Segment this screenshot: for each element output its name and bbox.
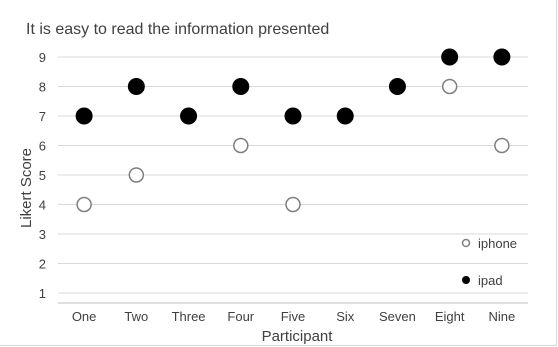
marker-ipad-two: [127, 78, 145, 95]
y-axis-label: Likert Score: [18, 148, 35, 228]
y-tick-label: 1: [39, 286, 46, 301]
legend-marker-iphone: [461, 238, 471, 248]
y-tick-label: 6: [39, 139, 46, 154]
legend: iphone ipad: [461, 236, 517, 288]
x-tick-label: Three: [172, 309, 206, 324]
y-tick-label: 4: [39, 198, 46, 213]
marker-iphone-nine: [494, 137, 510, 154]
marker-ipad-nine: [493, 48, 511, 66]
legend-label-iphone: iphone: [478, 236, 517, 251]
x-tick-label: Eight: [435, 309, 465, 324]
x-tick-label: Seven: [379, 309, 416, 324]
x-tick-label: One: [72, 309, 97, 324]
x-axis-ticks: One Two Three Four Five Six Seven Eight Nine: [72, 309, 515, 324]
y-axis-ticks: 1 2 3 4 5 6 7 8 9: [39, 50, 46, 301]
x-tick-label: Six: [336, 309, 355, 324]
x-tick-label: Four: [227, 309, 254, 324]
marker-ipad-one: [75, 107, 93, 125]
marker-iphone-four: [233, 137, 249, 154]
marker-iphone-one: [76, 196, 92, 213]
chart-title: It is easy to read the information prese…: [26, 21, 329, 38]
marker-iphone-two: [128, 167, 145, 183]
marker-ipad-eight: [441, 48, 459, 66]
y-tick-label: 3: [39, 227, 46, 242]
y-tick-label: 2: [39, 257, 46, 272]
marker-ipad-four: [232, 78, 250, 95]
marker-ipad-seven: [388, 78, 406, 95]
y-tick-label: 5: [39, 168, 46, 183]
marker-ipad-six: [336, 107, 354, 125]
marker-iphone-five: [285, 196, 301, 213]
data-markers: [75, 48, 511, 213]
x-axis-label: Participant: [262, 328, 334, 345]
legend-marker-ipad: [462, 276, 470, 284]
x-tick-label: Two: [124, 309, 148, 324]
legend-label-ipad: ipad: [478, 273, 503, 288]
y-tick-label: 7: [39, 109, 46, 124]
marker-ipad-five: [284, 107, 302, 125]
x-tick-label: Five: [281, 309, 306, 324]
y-tick-label: 8: [39, 80, 46, 95]
marker-ipad-three: [180, 107, 198, 125]
y-tick-label: 9: [39, 50, 46, 65]
marker-iphone-eight: [441, 78, 458, 95]
x-tick-label: Nine: [489, 309, 516, 324]
grid-lines: [58, 56, 528, 304]
